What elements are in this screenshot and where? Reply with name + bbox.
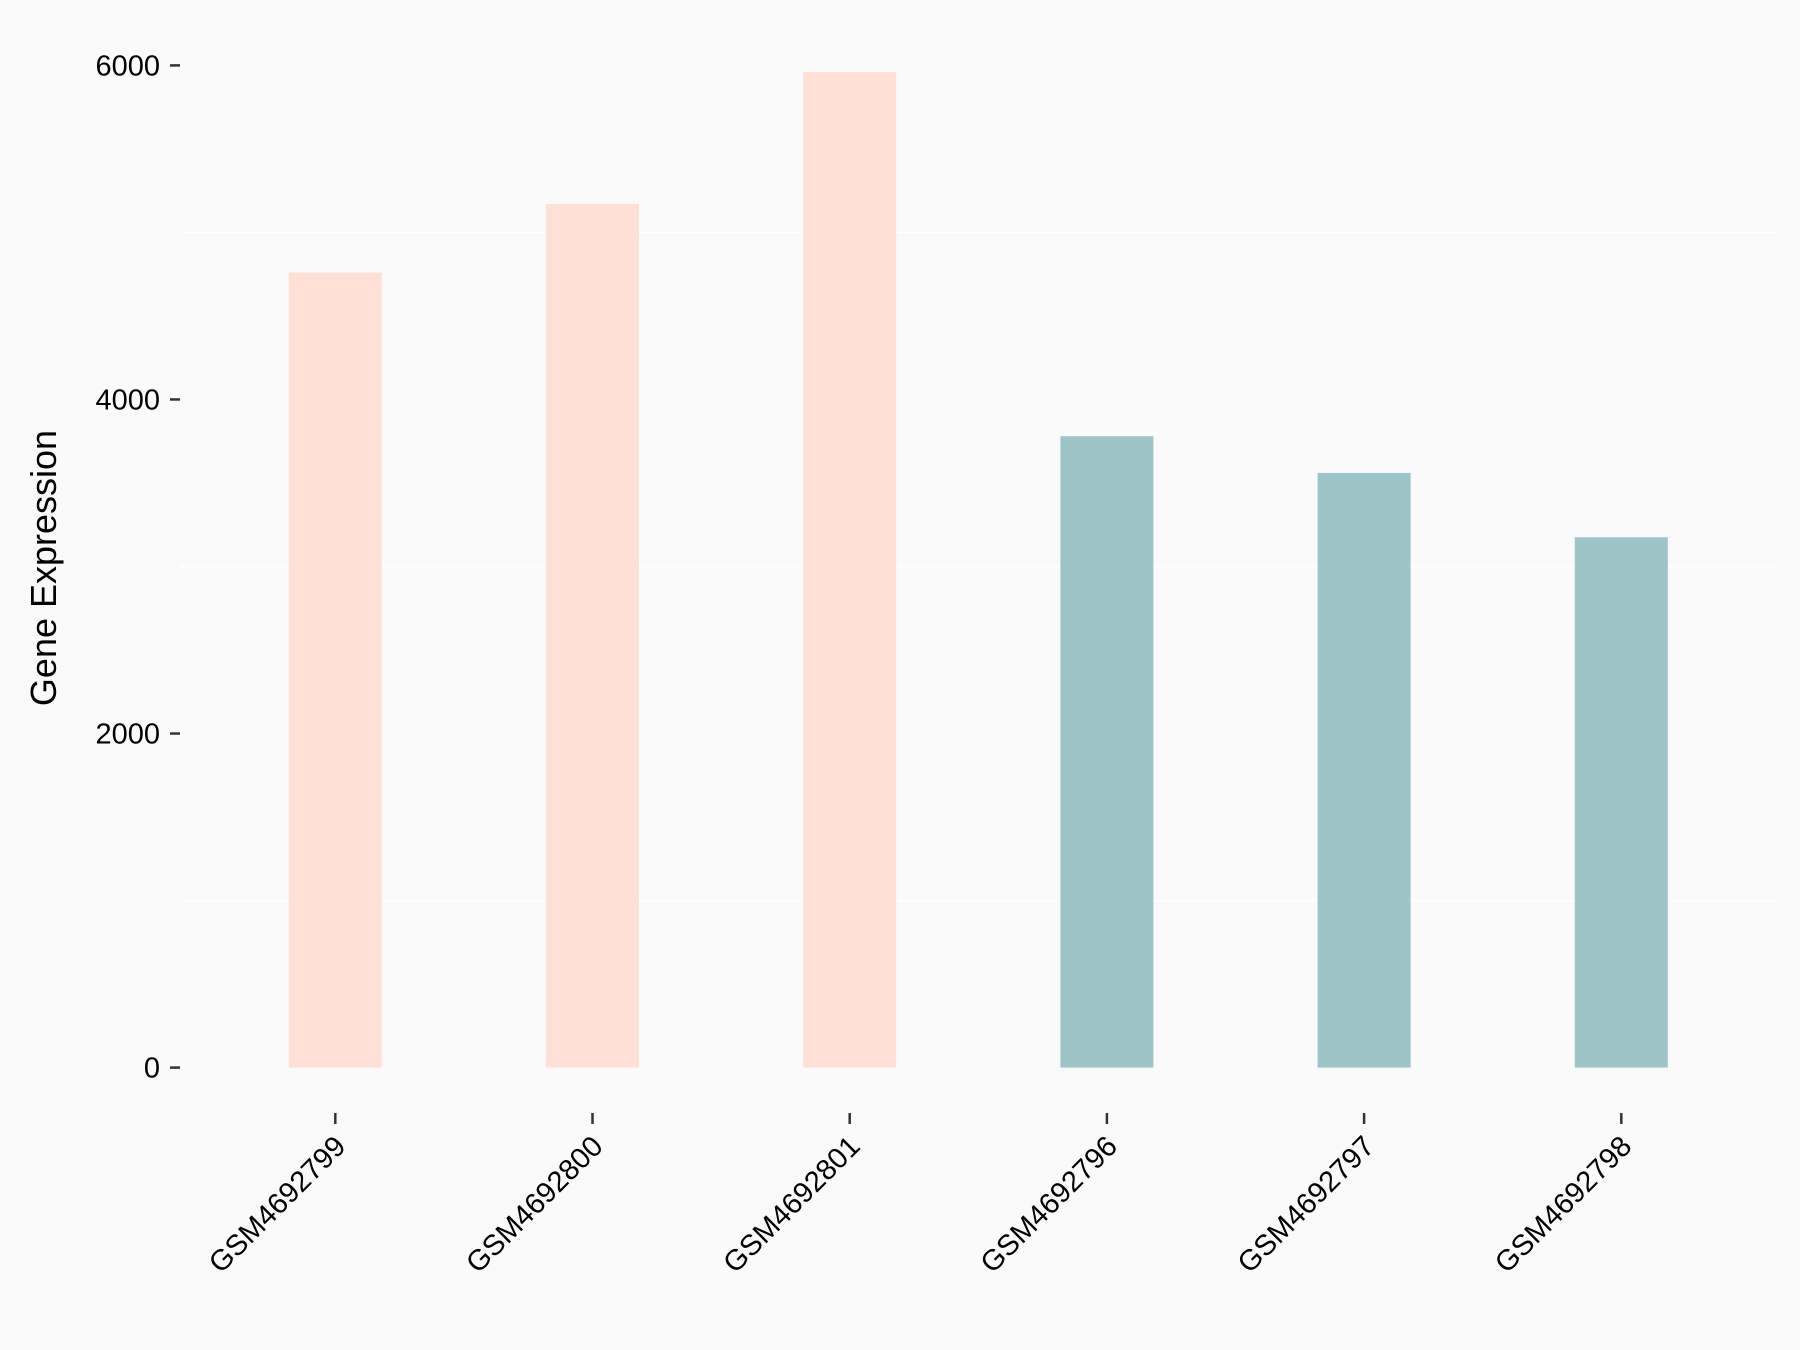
bar-GSM4692801 <box>803 72 897 1068</box>
y-tick-label: 2000 <box>95 719 160 751</box>
bars <box>288 72 1668 1068</box>
bar-GSM4692800 <box>546 204 639 1068</box>
y-tick-label: 6000 <box>95 50 160 82</box>
bar-GSM4692796 <box>1060 436 1154 1068</box>
y-tick-label: 0 <box>144 1053 160 1085</box>
y-axis: 0 2000 4000 6000 <box>95 50 180 1085</box>
bar-GSM4692799 <box>288 272 382 1068</box>
bar-GSM4692798 <box>1574 537 1668 1068</box>
bar-GSM4692797 <box>1317 472 1411 1068</box>
gridlines <box>180 231 1777 902</box>
y-axis-label: Gene Expression <box>23 430 64 706</box>
y-tick-label: 4000 <box>95 384 160 416</box>
